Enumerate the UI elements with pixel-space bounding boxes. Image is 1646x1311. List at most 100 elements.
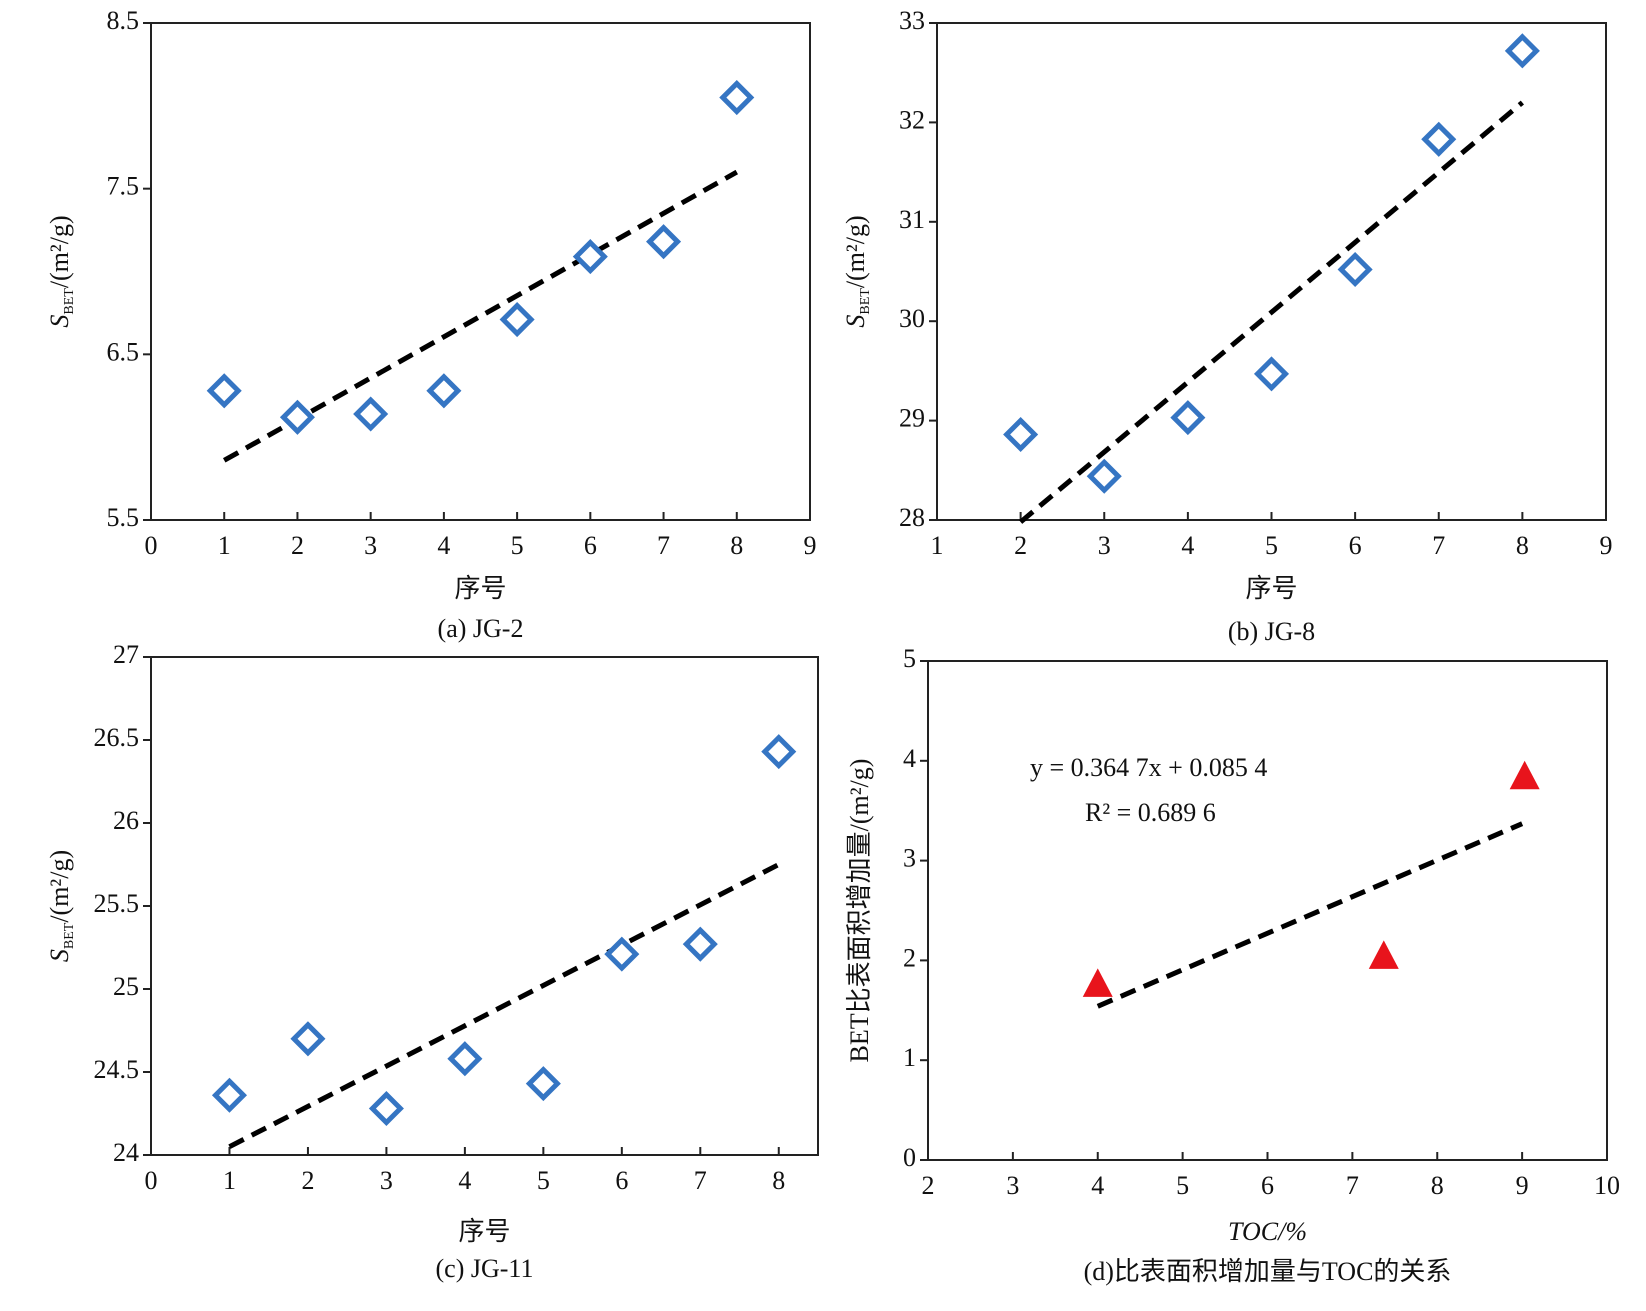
- x-tick-label: 2: [291, 531, 304, 560]
- x-tick-label: 8: [730, 531, 743, 560]
- y-tick-label: 28: [899, 503, 925, 532]
- x-tick-label: 4: [437, 531, 450, 560]
- y-label-rest: /(m²/g): [45, 850, 74, 923]
- y-tick-label: 8.5: [107, 6, 140, 35]
- y-tick-label: 25: [113, 972, 139, 1001]
- data-point: [368, 1090, 404, 1127]
- x-tick-label: 4: [458, 1166, 471, 1195]
- y-tick-label: 0: [903, 1143, 916, 1172]
- x-tick-label: 7: [657, 531, 670, 560]
- x-tick-label: 8: [772, 1166, 785, 1195]
- y-tick-label: 24.5: [94, 1055, 140, 1084]
- x-tick-label: 6: [584, 531, 597, 560]
- y-tick-label: 4: [903, 744, 916, 773]
- caption: (c) JG-11: [436, 1254, 534, 1283]
- data-point: [279, 399, 315, 435]
- y-tick-label: 26.5: [94, 723, 140, 752]
- x-tick-label: 4: [1091, 1171, 1104, 1200]
- data-point: [682, 926, 718, 962]
- annotation: R² = 0.689 6: [1085, 798, 1216, 827]
- data-point: [1504, 33, 1540, 69]
- y-axis-label: SBET/(m²/g): [841, 215, 873, 327]
- x-tick-label: 3: [1006, 1171, 1019, 1200]
- x-tick-label: 10: [1594, 1171, 1620, 1200]
- trend-line: [228, 862, 780, 1149]
- x-tick-label: 2: [1014, 531, 1027, 560]
- x-tick-label: 7: [694, 1166, 707, 1195]
- caption: (b) JG-8: [1228, 617, 1315, 646]
- data-point: [1170, 400, 1206, 436]
- x-tick-label: 0: [145, 531, 158, 560]
- data-point: [604, 936, 640, 972]
- data-point: [646, 224, 682, 260]
- y-tick-label: 32: [899, 105, 925, 134]
- x-axis-label: TOC/%: [1228, 1217, 1307, 1246]
- x-axis-label: 序号: [1245, 574, 1297, 603]
- x-tick-label: 5: [1265, 531, 1278, 560]
- y-tick-label: 27: [113, 640, 139, 669]
- y-tick-label: 29: [899, 404, 925, 433]
- data-point: [719, 80, 755, 116]
- y-label-main: S: [841, 315, 870, 328]
- y-axis-label: BET比表面积增加量/(m²/g): [845, 759, 874, 1063]
- x-tick-label: 6: [1261, 1171, 1274, 1200]
- data-point: [1368, 940, 1399, 969]
- x-tick-label: 2: [922, 1171, 935, 1200]
- x-tick-label: 5: [537, 1166, 550, 1195]
- y-tick-label: 6.5: [107, 337, 140, 366]
- y-tick-label: 5: [903, 644, 916, 673]
- x-tick-label: 9: [1516, 1171, 1529, 1200]
- x-tick-label: 9: [1600, 531, 1613, 560]
- y-tick-label: 25.5: [94, 889, 140, 918]
- data-point: [447, 1041, 483, 1077]
- y-tick-label: 7.5: [107, 172, 140, 201]
- x-axis-label: 序号: [454, 574, 506, 603]
- data-point: [206, 373, 242, 409]
- y-label-rest: /(m²/g): [45, 215, 74, 288]
- data-point: [761, 734, 797, 770]
- y-tick-label: 5.5: [107, 503, 140, 532]
- y-tick-label: 31: [899, 205, 925, 234]
- data-point: [1003, 416, 1039, 453]
- y-tick-label: 26: [113, 806, 139, 835]
- data-point: [426, 373, 462, 409]
- y-label-main: S: [45, 315, 74, 328]
- data-point: [1421, 121, 1457, 157]
- plot-frame: [927, 660, 1608, 1161]
- x-tick-label: 0: [145, 1166, 158, 1195]
- y-label-sub: BET: [62, 922, 77, 949]
- x-tick-label: 5: [1176, 1171, 1189, 1200]
- x-tick-label: 2: [301, 1166, 314, 1195]
- x-tick-label: 9: [804, 531, 817, 560]
- caption: (a) JG-2: [438, 614, 524, 643]
- data-point: [572, 239, 608, 275]
- x-tick-label: 7: [1432, 531, 1445, 560]
- x-tick-label: 6: [1349, 531, 1362, 560]
- x-tick-label: 5: [511, 531, 524, 560]
- x-tick-label: 1: [931, 531, 944, 560]
- x-tick-label: 6: [615, 1166, 628, 1195]
- plot-frame: [150, 656, 819, 1156]
- y-axis-label: SBET/(m²/g): [45, 215, 77, 327]
- annotation: y = 0.364 7x + 0.085 4: [1030, 753, 1267, 782]
- trend-line: [1019, 100, 1524, 524]
- data-point: [1086, 458, 1122, 494]
- x-tick-label: 1: [218, 531, 231, 560]
- data-point: [1253, 356, 1290, 392]
- data-point: [353, 396, 389, 432]
- y-label-sub: BET: [858, 288, 873, 315]
- plot-frame: [936, 22, 1607, 521]
- caption: (d)比表面积增加量与TOC的关系: [1084, 1257, 1452, 1286]
- data-point: [1337, 251, 1373, 288]
- x-tick-label: 3: [1098, 531, 1111, 560]
- y-tick-label: 1: [903, 1043, 916, 1072]
- x-tick-label: 3: [380, 1166, 393, 1195]
- data-point: [499, 302, 535, 338]
- data-point: [1082, 968, 1113, 997]
- trend-line: [1096, 821, 1524, 1009]
- y-label-main: S: [45, 949, 74, 962]
- x-tick-label: 8: [1431, 1171, 1444, 1200]
- x-axis-label: 序号: [458, 1217, 510, 1246]
- y-tick-label: 33: [899, 6, 925, 35]
